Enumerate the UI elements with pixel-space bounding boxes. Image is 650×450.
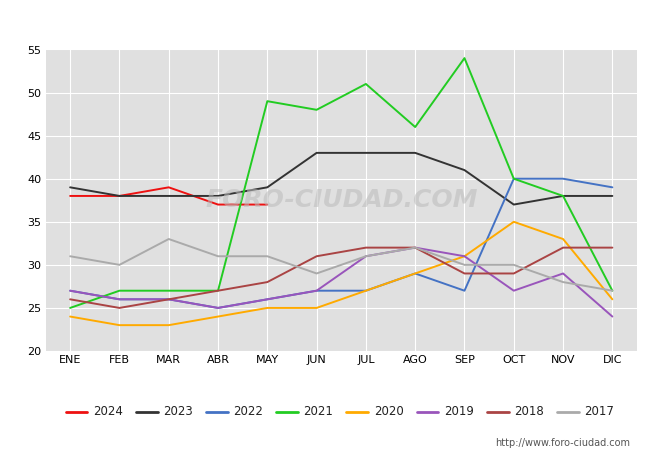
Text: 2021: 2021 — [304, 405, 333, 418]
Text: 2020: 2020 — [374, 405, 404, 418]
Text: 2017: 2017 — [584, 405, 614, 418]
Text: http://www.foro-ciudad.com: http://www.foro-ciudad.com — [495, 438, 630, 448]
Text: 2018: 2018 — [514, 405, 544, 418]
Text: 2023: 2023 — [163, 405, 193, 418]
Text: Afiliados en Palacios de Sanabria a 31/5/2024: Afiliados en Palacios de Sanabria a 31/5… — [119, 11, 531, 29]
Text: 2019: 2019 — [444, 405, 474, 418]
Text: FORO-CIUDAD.COM: FORO-CIUDAD.COM — [205, 188, 478, 212]
Text: 2022: 2022 — [233, 405, 263, 418]
Text: 2024: 2024 — [93, 405, 123, 418]
